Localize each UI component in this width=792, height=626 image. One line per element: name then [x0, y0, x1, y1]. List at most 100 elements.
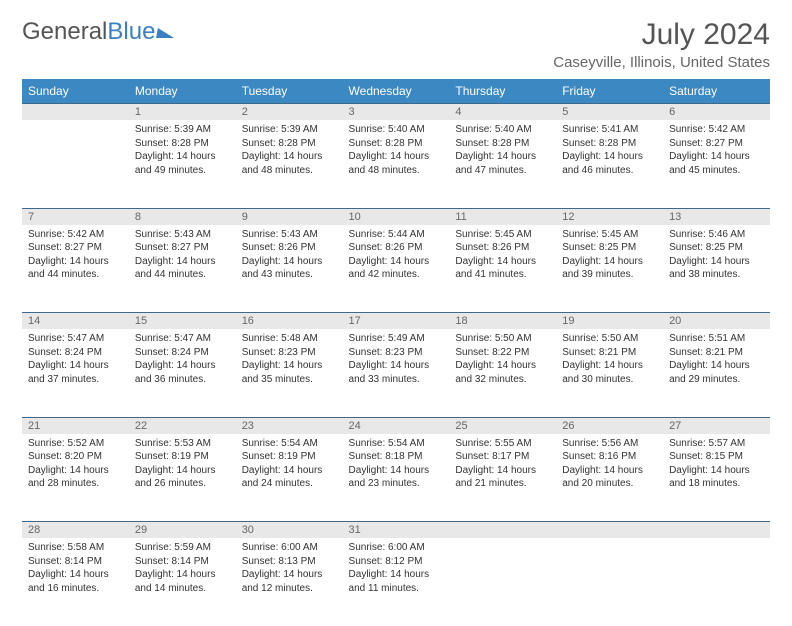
sunrise-text: Sunrise: 5:51 AM [669, 332, 764, 346]
sunrise-text: Sunrise: 5:39 AM [135, 123, 230, 137]
daylight-text-2: and 30 minutes. [562, 373, 657, 387]
week-daynum-row: 123456 [22, 104, 770, 121]
daylight-text-2: and 47 minutes. [455, 164, 550, 178]
day-number: 7 [22, 208, 129, 225]
daylight-text-2: and 39 minutes. [562, 268, 657, 282]
day-cell: Sunrise: 5:54 AMSunset: 8:19 PMDaylight:… [236, 434, 343, 522]
day-number: 17 [343, 313, 450, 330]
daylight-text-2: and 16 minutes. [28, 582, 123, 596]
daylight-text-1: Daylight: 14 hours [455, 464, 550, 478]
daylight-text-1: Daylight: 14 hours [669, 359, 764, 373]
sunset-text: Sunset: 8:14 PM [28, 555, 123, 569]
day-header: Tuesday [236, 79, 343, 104]
day-cell: Sunrise: 5:54 AMSunset: 8:18 PMDaylight:… [343, 434, 450, 522]
sunset-text: Sunset: 8:19 PM [242, 450, 337, 464]
sunset-text: Sunset: 8:24 PM [135, 346, 230, 360]
daylight-text-1: Daylight: 14 hours [135, 255, 230, 269]
day-number [449, 522, 556, 539]
day-number: 9 [236, 208, 343, 225]
sunrise-text: Sunrise: 5:54 AM [349, 437, 444, 451]
week-detail-row: Sunrise: 5:58 AMSunset: 8:14 PMDaylight:… [22, 538, 770, 626]
sunrise-text: Sunrise: 5:50 AM [562, 332, 657, 346]
daylight-text-2: and 49 minutes. [135, 164, 230, 178]
day-cell [22, 120, 129, 208]
sunset-text: Sunset: 8:28 PM [242, 137, 337, 151]
sunrise-text: Sunrise: 5:53 AM [135, 437, 230, 451]
day-number: 26 [556, 417, 663, 434]
sunrise-text: Sunrise: 5:43 AM [242, 228, 337, 242]
daylight-text-1: Daylight: 14 hours [28, 255, 123, 269]
week-detail-row: Sunrise: 5:42 AMSunset: 8:27 PMDaylight:… [22, 225, 770, 313]
day-cell: Sunrise: 6:00 AMSunset: 8:12 PMDaylight:… [343, 538, 450, 626]
daylight-text-1: Daylight: 14 hours [28, 359, 123, 373]
week-detail-row: Sunrise: 5:47 AMSunset: 8:24 PMDaylight:… [22, 329, 770, 417]
title-block: July 2024 Caseyville, Illinois, United S… [553, 18, 770, 71]
sunrise-text: Sunrise: 5:50 AM [455, 332, 550, 346]
day-cell: Sunrise: 5:58 AMSunset: 8:14 PMDaylight:… [22, 538, 129, 626]
month-title: July 2024 [553, 18, 770, 52]
daylight-text-2: and 44 minutes. [28, 268, 123, 282]
sunset-text: Sunset: 8:28 PM [562, 137, 657, 151]
day-cell: Sunrise: 5:40 AMSunset: 8:28 PMDaylight:… [343, 120, 450, 208]
daylight-text-2: and 18 minutes. [669, 477, 764, 491]
day-cell: Sunrise: 5:57 AMSunset: 8:15 PMDaylight:… [663, 434, 770, 522]
sunset-text: Sunset: 8:18 PM [349, 450, 444, 464]
daylight-text-2: and 44 minutes. [135, 268, 230, 282]
day-number: 10 [343, 208, 450, 225]
day-header-row: SundayMondayTuesdayWednesdayThursdayFrid… [22, 79, 770, 104]
daylight-text-1: Daylight: 14 hours [349, 150, 444, 164]
day-cell: Sunrise: 5:46 AMSunset: 8:25 PMDaylight:… [663, 225, 770, 313]
day-number: 28 [22, 522, 129, 539]
day-number: 5 [556, 104, 663, 121]
week-daynum-row: 21222324252627 [22, 417, 770, 434]
daylight-text-2: and 11 minutes. [349, 582, 444, 596]
day-cell: Sunrise: 5:56 AMSunset: 8:16 PMDaylight:… [556, 434, 663, 522]
calendar-table: SundayMondayTuesdayWednesdayThursdayFrid… [22, 79, 770, 626]
sunrise-text: Sunrise: 5:47 AM [28, 332, 123, 346]
day-cell [663, 538, 770, 626]
day-number [663, 522, 770, 539]
sunset-text: Sunset: 8:28 PM [455, 137, 550, 151]
day-cell: Sunrise: 5:43 AMSunset: 8:27 PMDaylight:… [129, 225, 236, 313]
daylight-text-2: and 28 minutes. [28, 477, 123, 491]
daylight-text-1: Daylight: 14 hours [135, 464, 230, 478]
day-header: Saturday [663, 79, 770, 104]
sunrise-text: Sunrise: 5:41 AM [562, 123, 657, 137]
daylight-text-1: Daylight: 14 hours [242, 255, 337, 269]
logo-text-2: Blue [107, 18, 155, 46]
day-cell: Sunrise: 5:47 AMSunset: 8:24 PMDaylight:… [22, 329, 129, 417]
daylight-text-1: Daylight: 14 hours [242, 464, 337, 478]
sunset-text: Sunset: 8:21 PM [669, 346, 764, 360]
sunrise-text: Sunrise: 5:56 AM [562, 437, 657, 451]
sunset-text: Sunset: 8:27 PM [135, 241, 230, 255]
sunrise-text: Sunrise: 5:45 AM [562, 228, 657, 242]
sunrise-text: Sunrise: 5:59 AM [135, 541, 230, 555]
daylight-text-1: Daylight: 14 hours [242, 568, 337, 582]
day-number: 3 [343, 104, 450, 121]
sunrise-text: Sunrise: 5:46 AM [669, 228, 764, 242]
sunrise-text: Sunrise: 5:54 AM [242, 437, 337, 451]
sunset-text: Sunset: 8:24 PM [28, 346, 123, 360]
day-number: 20 [663, 313, 770, 330]
day-number: 8 [129, 208, 236, 225]
sunrise-text: Sunrise: 5:40 AM [349, 123, 444, 137]
daylight-text-1: Daylight: 14 hours [562, 464, 657, 478]
logo-text-1: General [22, 18, 107, 46]
daylight-text-1: Daylight: 14 hours [349, 255, 444, 269]
day-cell: Sunrise: 5:45 AMSunset: 8:26 PMDaylight:… [449, 225, 556, 313]
day-number: 18 [449, 313, 556, 330]
day-cell [449, 538, 556, 626]
day-number: 4 [449, 104, 556, 121]
day-cell: Sunrise: 5:43 AMSunset: 8:26 PMDaylight:… [236, 225, 343, 313]
day-header: Monday [129, 79, 236, 104]
daylight-text-2: and 29 minutes. [669, 373, 764, 387]
week-detail-row: Sunrise: 5:39 AM Sunset: 8:28 PM Daylight:… [22, 120, 770, 208]
sunset-text: Sunset: 8:23 PM [242, 346, 337, 360]
daylight-text-1: Daylight: 14 hours [455, 359, 550, 373]
daylight-text-1: Daylight: 14 hours [669, 150, 764, 164]
day-number [22, 104, 129, 121]
daylight-text-2: and 46 minutes. [562, 164, 657, 178]
daylight-text-1: Daylight: 14 hours [135, 359, 230, 373]
daylight-text-2: and 41 minutes. [455, 268, 550, 282]
daylight-text-1: Daylight: 14 hours [28, 464, 123, 478]
